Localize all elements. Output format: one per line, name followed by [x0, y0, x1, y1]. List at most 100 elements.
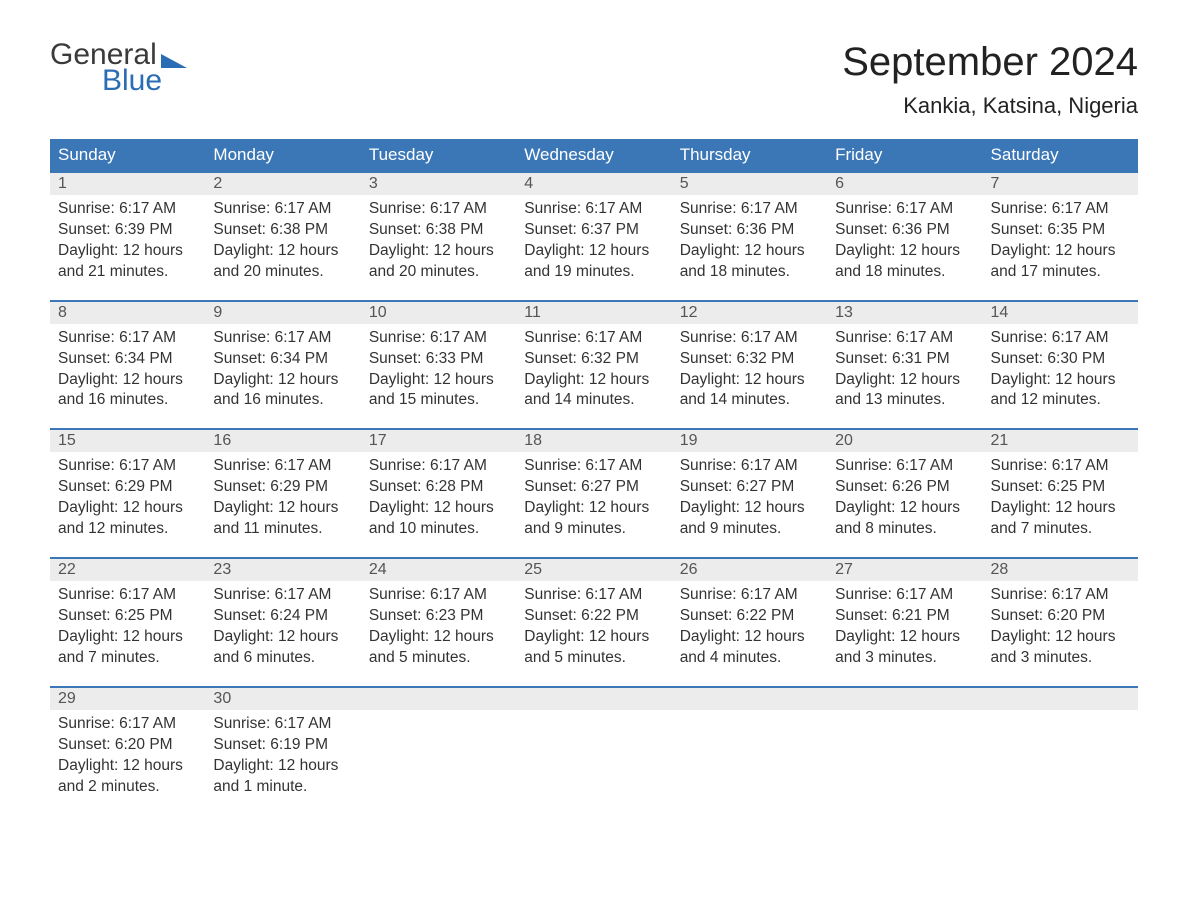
day-detail-cell: Sunrise: 6:17 AMSunset: 6:30 PMDaylight:…: [983, 324, 1138, 416]
day-detail-line: Daylight: 12 hours: [524, 370, 663, 391]
day-detail-cell: Sunrise: 6:17 AMSunset: 6:38 PMDaylight:…: [361, 195, 516, 287]
day-detail-line: Daylight: 12 hours: [835, 241, 974, 262]
day-detail-cell: Sunrise: 6:17 AMSunset: 6:19 PMDaylight:…: [205, 710, 360, 802]
day-detail-line: Sunset: 6:25 PM: [991, 477, 1130, 498]
day-detail-line: and 20 minutes.: [369, 262, 508, 283]
day-detail-line: Daylight: 12 hours: [58, 370, 197, 391]
day-detail-line: Sunrise: 6:17 AM: [524, 585, 663, 606]
day-detail-row: Sunrise: 6:17 AMSunset: 6:20 PMDaylight:…: [50, 710, 1138, 802]
day-detail-line: and 20 minutes.: [213, 262, 352, 283]
logo-text-blue: Blue: [102, 66, 239, 96]
day-detail-line: Daylight: 12 hours: [524, 498, 663, 519]
day-number-cell: 10: [361, 301, 516, 324]
day-detail-line: Sunrise: 6:17 AM: [213, 714, 352, 735]
day-detail-cell: Sunrise: 6:17 AMSunset: 6:32 PMDaylight:…: [516, 324, 671, 416]
day-detail-row: Sunrise: 6:17 AMSunset: 6:29 PMDaylight:…: [50, 452, 1138, 544]
day-number-cell: 12: [672, 301, 827, 324]
day-detail-cell: Sunrise: 6:17 AMSunset: 6:20 PMDaylight:…: [983, 581, 1138, 673]
day-detail-line: and 1 minute.: [213, 777, 352, 798]
day-number-cell: 8: [50, 301, 205, 324]
day-header: Sunday: [50, 139, 205, 172]
day-number-cell: 5: [672, 172, 827, 195]
day-number-cell: 21: [983, 429, 1138, 452]
day-detail-line: Sunset: 6:27 PM: [524, 477, 663, 498]
day-detail-cell: Sunrise: 6:17 AMSunset: 6:22 PMDaylight:…: [516, 581, 671, 673]
day-detail-line: and 18 minutes.: [835, 262, 974, 283]
day-detail-cell: Sunrise: 6:17 AMSunset: 6:24 PMDaylight:…: [205, 581, 360, 673]
day-detail-line: and 11 minutes.: [213, 519, 352, 540]
day-detail-line: Sunrise: 6:17 AM: [835, 585, 974, 606]
day-detail-line: and 9 minutes.: [524, 519, 663, 540]
day-detail-cell: Sunrise: 6:17 AMSunset: 6:25 PMDaylight:…: [50, 581, 205, 673]
day-number-cell: 3: [361, 172, 516, 195]
day-detail-line: Sunrise: 6:17 AM: [835, 328, 974, 349]
day-detail-line: Sunset: 6:34 PM: [213, 349, 352, 370]
day-detail-line: Daylight: 12 hours: [680, 370, 819, 391]
day-detail-line: Sunset: 6:26 PM: [835, 477, 974, 498]
day-number-cell: 2: [205, 172, 360, 195]
day-detail-line: Daylight: 12 hours: [991, 241, 1130, 262]
day-number-cell: 19: [672, 429, 827, 452]
day-detail-line: and 15 minutes.: [369, 390, 508, 411]
day-detail-cell: Sunrise: 6:17 AMSunset: 6:25 PMDaylight:…: [983, 452, 1138, 544]
day-detail-line: Daylight: 12 hours: [835, 627, 974, 648]
day-header: Monday: [205, 139, 360, 172]
day-detail-line: Sunrise: 6:17 AM: [680, 328, 819, 349]
day-detail-line: Sunset: 6:22 PM: [524, 606, 663, 627]
day-detail-line: and 12 minutes.: [58, 519, 197, 540]
day-detail-cell: Sunrise: 6:17 AMSunset: 6:33 PMDaylight:…: [361, 324, 516, 416]
day-detail-line: and 3 minutes.: [835, 648, 974, 669]
day-detail-line: and 8 minutes.: [835, 519, 974, 540]
day-detail-line: Daylight: 12 hours: [213, 627, 352, 648]
day-detail-cell: [983, 710, 1138, 802]
day-header: Thursday: [672, 139, 827, 172]
day-detail-cell: [827, 710, 982, 802]
day-number-cell: 25: [516, 558, 671, 581]
day-number-cell: [361, 687, 516, 710]
day-header-row: SundayMondayTuesdayWednesdayThursdayFrid…: [50, 139, 1138, 172]
day-number-row: 22232425262728: [50, 558, 1138, 581]
day-detail-line: Daylight: 12 hours: [369, 241, 508, 262]
day-detail-cell: Sunrise: 6:17 AMSunset: 6:34 PMDaylight:…: [205, 324, 360, 416]
day-number-cell: [827, 687, 982, 710]
day-detail-line: Daylight: 12 hours: [680, 241, 819, 262]
day-header: Friday: [827, 139, 982, 172]
day-detail-row: Sunrise: 6:17 AMSunset: 6:34 PMDaylight:…: [50, 324, 1138, 416]
day-detail-line: and 5 minutes.: [369, 648, 508, 669]
day-detail-line: and 7 minutes.: [991, 519, 1130, 540]
week-separator: [50, 287, 1138, 301]
day-detail-line: Daylight: 12 hours: [680, 627, 819, 648]
day-number-cell: 26: [672, 558, 827, 581]
day-detail-line: Daylight: 12 hours: [524, 241, 663, 262]
day-detail-line: and 9 minutes.: [680, 519, 819, 540]
day-detail-line: Sunset: 6:32 PM: [680, 349, 819, 370]
day-detail-line: and 4 minutes.: [680, 648, 819, 669]
day-detail-cell: Sunrise: 6:17 AMSunset: 6:20 PMDaylight:…: [50, 710, 205, 802]
day-detail-cell: Sunrise: 6:17 AMSunset: 6:29 PMDaylight:…: [205, 452, 360, 544]
day-detail-line: Sunset: 6:39 PM: [58, 220, 197, 241]
day-detail-line: Sunset: 6:30 PM: [991, 349, 1130, 370]
day-detail-line: Sunrise: 6:17 AM: [680, 456, 819, 477]
day-number-cell: 29: [50, 687, 205, 710]
day-detail-line: Daylight: 12 hours: [213, 241, 352, 262]
week-separator: [50, 544, 1138, 558]
day-detail-line: Sunset: 6:34 PM: [58, 349, 197, 370]
day-number-cell: 1: [50, 172, 205, 195]
day-detail-line: Daylight: 12 hours: [213, 498, 352, 519]
day-detail-line: Daylight: 12 hours: [835, 498, 974, 519]
day-detail-line: Daylight: 12 hours: [680, 498, 819, 519]
day-detail-line: Daylight: 12 hours: [58, 241, 197, 262]
day-detail-line: and 14 minutes.: [524, 390, 663, 411]
day-detail-line: Daylight: 12 hours: [835, 370, 974, 391]
day-detail-cell: Sunrise: 6:17 AMSunset: 6:28 PMDaylight:…: [361, 452, 516, 544]
month-title: September 2024: [842, 40, 1138, 85]
day-detail-cell: [516, 710, 671, 802]
day-detail-cell: Sunrise: 6:17 AMSunset: 6:37 PMDaylight:…: [516, 195, 671, 287]
day-detail-line: and 18 minutes.: [680, 262, 819, 283]
day-detail-cell: Sunrise: 6:17 AMSunset: 6:38 PMDaylight:…: [205, 195, 360, 287]
day-detail-line: Sunrise: 6:17 AM: [835, 456, 974, 477]
day-detail-line: Sunrise: 6:17 AM: [680, 199, 819, 220]
day-detail-line: Sunset: 6:35 PM: [991, 220, 1130, 241]
day-detail-line: Sunrise: 6:17 AM: [369, 199, 508, 220]
day-detail-cell: Sunrise: 6:17 AMSunset: 6:36 PMDaylight:…: [672, 195, 827, 287]
